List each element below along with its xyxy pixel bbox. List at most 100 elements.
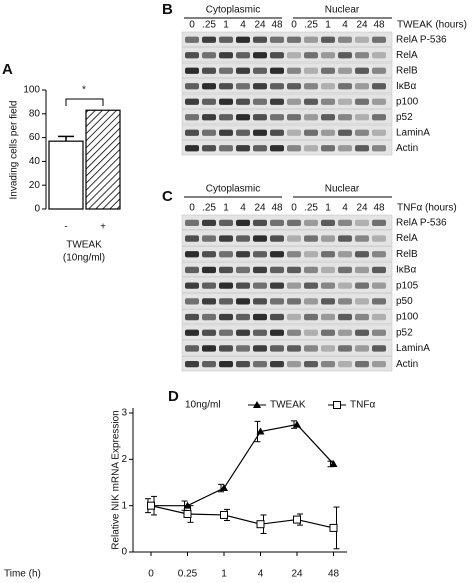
blot-band bbox=[253, 313, 267, 321]
blot-band bbox=[253, 129, 267, 136]
blot-band bbox=[236, 345, 250, 352]
blot-band bbox=[287, 313, 301, 321]
blot-band bbox=[185, 145, 199, 152]
blot-band bbox=[270, 345, 284, 352]
blot-band bbox=[304, 361, 318, 368]
blot-band bbox=[304, 266, 318, 274]
data-point bbox=[293, 515, 301, 524]
blot-band bbox=[185, 361, 199, 368]
row-label: IκBα bbox=[396, 81, 416, 92]
blot-band bbox=[219, 235, 233, 242]
blot-band bbox=[355, 345, 369, 352]
row-label: LaminA bbox=[396, 343, 430, 354]
data-point bbox=[183, 510, 192, 519]
series-line bbox=[150, 505, 334, 529]
blot-band bbox=[253, 282, 267, 289]
blot-band bbox=[287, 235, 301, 242]
blot-strip bbox=[181, 277, 393, 293]
blot-band bbox=[202, 282, 216, 289]
time-label: 48 bbox=[271, 20, 283, 31]
blot-band bbox=[185, 313, 199, 321]
blot-band bbox=[219, 313, 233, 321]
row-label: RelB bbox=[396, 249, 418, 260]
blot-band bbox=[287, 67, 301, 74]
x-tick-label: 0.25 bbox=[178, 569, 198, 580]
time-label: 0 bbox=[291, 203, 297, 214]
blot-band bbox=[355, 266, 369, 274]
blot-band bbox=[287, 219, 301, 226]
blot-band bbox=[202, 145, 216, 152]
blot-band bbox=[338, 129, 352, 136]
blot-band bbox=[185, 114, 199, 121]
blot-band bbox=[338, 52, 352, 59]
legend-marker bbox=[253, 401, 261, 408]
blot-band bbox=[185, 36, 199, 43]
blot-band bbox=[236, 361, 250, 368]
blot-band bbox=[304, 129, 318, 136]
blot-band bbox=[355, 219, 369, 226]
blot-strip bbox=[181, 356, 393, 372]
blot-band bbox=[270, 83, 284, 90]
y-tick-label: 60 bbox=[29, 132, 41, 143]
row-label: RelA P-536 bbox=[396, 217, 447, 228]
blot-band bbox=[236, 114, 250, 121]
blot-band bbox=[270, 329, 284, 336]
blot-band bbox=[321, 129, 335, 136]
blot-band bbox=[304, 36, 318, 43]
blot-band bbox=[270, 145, 284, 152]
x-tick-label: + bbox=[100, 222, 106, 233]
blot-band bbox=[372, 98, 386, 105]
blot-band bbox=[270, 251, 284, 258]
blot-band bbox=[253, 52, 267, 59]
blot-band bbox=[355, 83, 369, 90]
blot-band bbox=[202, 235, 216, 242]
y-axis-label: Invading cells per field bbox=[9, 101, 20, 200]
y-tick-label: 0 bbox=[121, 547, 127, 558]
blot-band bbox=[185, 266, 199, 274]
blot-band bbox=[372, 235, 386, 242]
blot-band bbox=[287, 251, 301, 258]
blot-band bbox=[270, 313, 284, 321]
time-label: 48 bbox=[373, 20, 385, 31]
blot-band bbox=[304, 145, 318, 152]
panel-letter: B bbox=[162, 1, 173, 18]
blot-band bbox=[236, 298, 250, 305]
blot-band bbox=[372, 145, 386, 152]
blot-band bbox=[304, 114, 318, 121]
blot-band bbox=[236, 266, 250, 274]
blot-band bbox=[304, 313, 318, 321]
x-tick-label: 4 bbox=[258, 569, 264, 580]
row-label: Actin bbox=[396, 143, 418, 154]
blot-band bbox=[338, 145, 352, 152]
blot-strip bbox=[181, 246, 393, 262]
blot-band bbox=[287, 145, 301, 152]
group-label: Nuclear bbox=[325, 5, 360, 16]
y-axis-label: Relative NIK mRNA Expression bbox=[111, 410, 122, 550]
time-label: 0 bbox=[189, 20, 195, 31]
time-label: 48 bbox=[271, 203, 283, 214]
blot-band bbox=[270, 114, 284, 121]
blot-band bbox=[253, 298, 267, 305]
blot-band bbox=[372, 129, 386, 136]
group-label: Nuclear bbox=[325, 184, 360, 195]
blot-band bbox=[338, 98, 352, 105]
blot-band bbox=[185, 67, 199, 74]
time-label: .25 bbox=[304, 203, 318, 214]
blot-band bbox=[321, 67, 335, 74]
blot-band bbox=[219, 266, 233, 274]
blot-band bbox=[270, 282, 284, 289]
blot-band bbox=[236, 145, 250, 152]
blot-band bbox=[185, 83, 199, 90]
blot-band bbox=[253, 251, 267, 258]
blot-band bbox=[253, 235, 267, 242]
blot-band bbox=[270, 266, 284, 274]
blot-band bbox=[270, 98, 284, 105]
row-label: p100 bbox=[396, 96, 419, 107]
blot-band bbox=[304, 219, 318, 226]
blot-band bbox=[372, 282, 386, 289]
blot-band bbox=[321, 52, 335, 59]
blot-band bbox=[185, 329, 199, 336]
series-line bbox=[151, 423, 334, 507]
group-label: Cytoplasmic bbox=[206, 184, 260, 195]
